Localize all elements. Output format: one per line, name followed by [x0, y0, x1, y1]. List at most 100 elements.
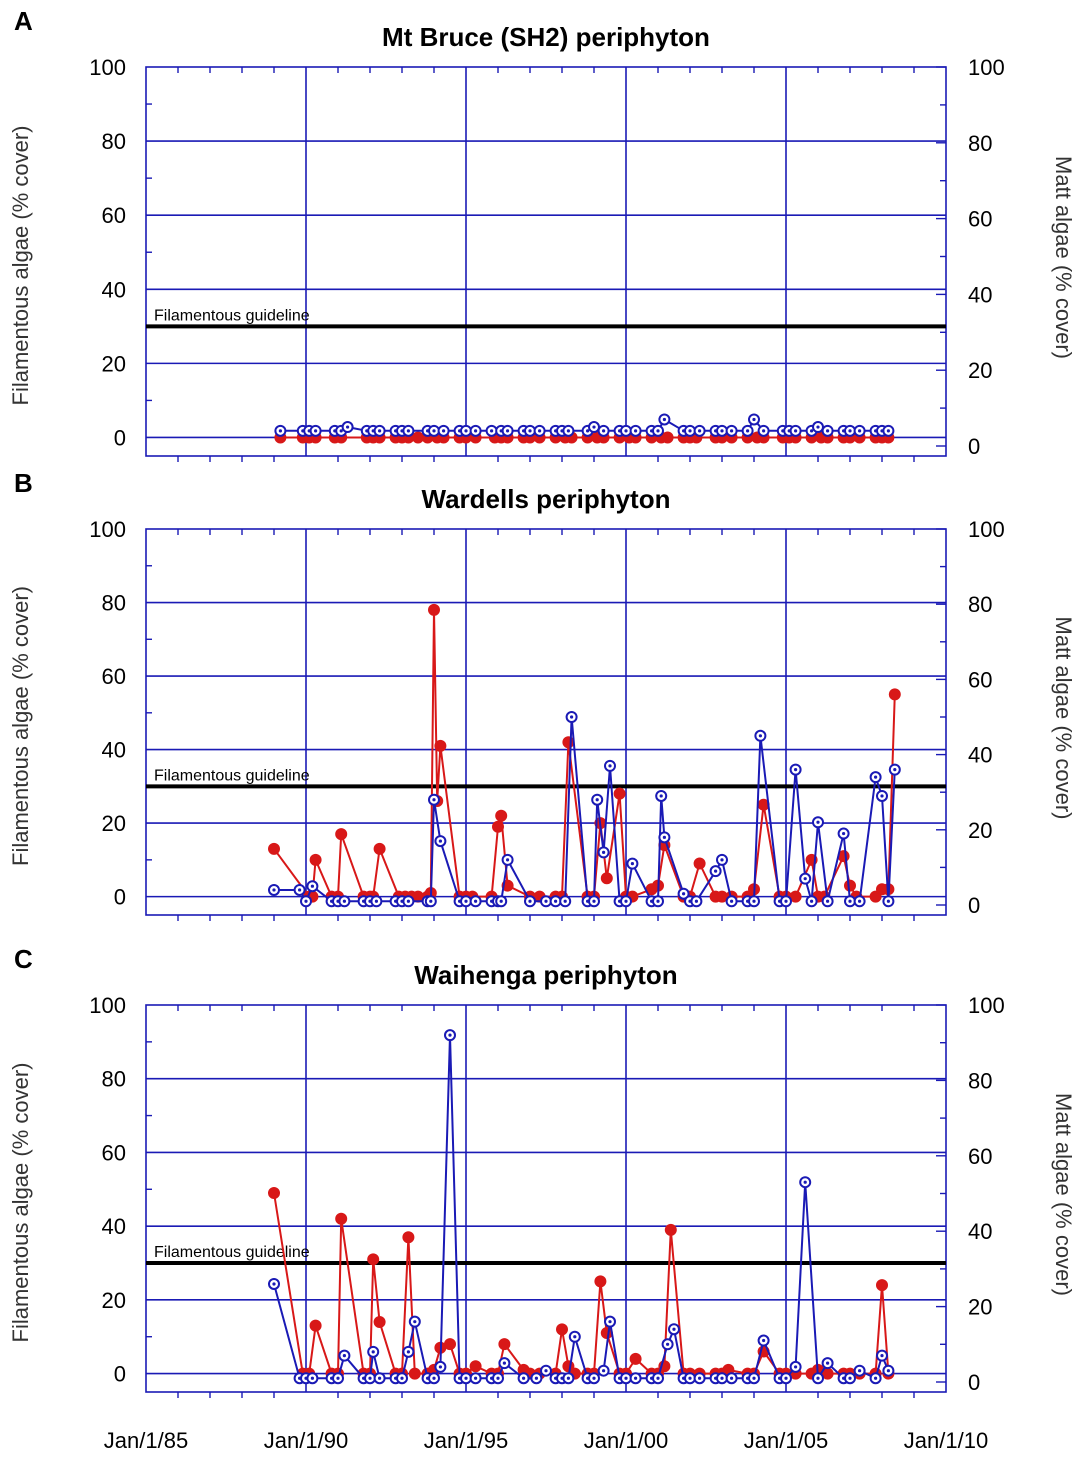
filamentous-point [600, 872, 613, 885]
chart-title: Mt Bruce (SH2) periphyton [382, 22, 710, 52]
y-right-tick-label: 20 [968, 1295, 992, 1320]
panel-letter: C [14, 944, 33, 974]
matt-point-center [432, 1376, 436, 1380]
matt-point-center [752, 899, 756, 903]
matt-point-center [413, 1320, 417, 1324]
matt-point-center [474, 1376, 478, 1380]
matt-point-center [310, 884, 314, 888]
filamentous-point [664, 1223, 677, 1236]
matt-point-center [342, 1354, 346, 1358]
matt-point-center [634, 429, 638, 433]
y-right-tick-label: 0 [968, 434, 980, 459]
matt-point-center [826, 429, 830, 433]
x-tick-label: Jan/1/90 [264, 1428, 348, 1453]
matt-point-center [429, 899, 433, 903]
matt-point-center [592, 425, 596, 429]
matt-point-center [784, 1376, 788, 1380]
filamentous-point [492, 820, 504, 833]
matt-point-center [886, 1369, 891, 1373]
matt-point-center [566, 429, 571, 433]
matt-point-center [602, 850, 606, 854]
matt-point-center [803, 1180, 807, 1184]
series-line [274, 716, 896, 904]
matt-point-center [794, 1365, 798, 1369]
matt-point-center [842, 831, 846, 836]
matt-point-center [688, 429, 692, 433]
y-right-tick-label: 20 [968, 358, 992, 383]
x-tick-label: Jan/1/10 [904, 1428, 988, 1453]
y-left-tick-label: 80 [102, 129, 126, 154]
filamentous-point [594, 1275, 607, 1288]
matt-point-center [602, 429, 606, 433]
matt-point-center [608, 1320, 612, 1324]
matt-point-center [720, 858, 724, 862]
matt-point-center [803, 877, 807, 881]
filamentous-point [309, 1319, 322, 1332]
matt-point-center [656, 1376, 660, 1380]
matt-point-center [474, 429, 478, 433]
matt-point-center [886, 899, 891, 903]
matt-point-center [432, 798, 436, 802]
matt-point-center [698, 429, 702, 433]
filamentous-point [268, 1186, 280, 1199]
y-left-tick-label: 60 [102, 203, 126, 228]
y-right-tick-label: 0 [968, 893, 980, 918]
matt-point-center [538, 429, 542, 433]
y-left-tick-label: 80 [102, 591, 126, 616]
matt-point-center [758, 734, 763, 738]
matt-point-center [624, 1376, 628, 1380]
matt-point-center [506, 858, 510, 862]
matt-point-center [278, 429, 282, 433]
matt-point-center [586, 429, 590, 433]
matt-point-center [624, 899, 628, 903]
matt-point-center [464, 429, 468, 433]
chart-panel-c: C Waihenga periphyton 0 20 40 60 80 100 0 20 40 60 8… [8, 944, 1076, 1398]
matt-point-center [496, 1376, 500, 1380]
filamentous-point [402, 1231, 415, 1244]
matt-point-center [378, 1376, 382, 1380]
matt-point-center [762, 429, 766, 433]
filamentous-point [444, 1338, 456, 1351]
y-left-tick-label: 100 [89, 517, 126, 542]
y-axis-label-left: Filamentous algae (% cover) [8, 586, 33, 866]
matt-point-center [848, 429, 852, 433]
matt-point-center [474, 899, 478, 903]
matt-point-center [406, 429, 410, 433]
matt-point-center [810, 899, 814, 903]
filamentous-point [335, 1212, 348, 1225]
chart-panel-b: B Wardells periphyton 0 20 40 60 80 100 0 20 40 60 8… [8, 468, 1076, 921]
y-left-tick-label: 40 [102, 277, 126, 302]
matt-point-center [272, 1282, 276, 1286]
filamentous-point [268, 842, 280, 855]
y-axis-label-left: Filamentous algae (% cover) [8, 125, 33, 405]
series-matt [274, 413, 895, 437]
matt-point-center [304, 899, 308, 903]
chart-title: Waihenga periphyton [414, 960, 677, 990]
y-right-tick-label: 60 [968, 207, 992, 232]
matt-point-center [662, 417, 667, 422]
matt-point-center [794, 768, 798, 772]
matt-point-center [784, 899, 788, 903]
y-left-tick-label: 40 [102, 1214, 126, 1239]
guideline-label: Filamentous guideline [154, 307, 310, 324]
matt-point-center [595, 798, 599, 802]
matt-point-center [570, 715, 574, 719]
matt-point-center [528, 899, 532, 903]
matt-point-center [432, 429, 436, 433]
matt-point-center [656, 899, 660, 903]
matt-point-center [826, 1361, 830, 1365]
guideline-label: Filamentous guideline [154, 767, 310, 784]
y-right-tick-label: 80 [968, 131, 992, 156]
matt-point-center [378, 429, 382, 433]
filamentous-point [876, 1279, 888, 1292]
y-left-tick-label: 60 [102, 664, 126, 689]
matt-point-center [858, 899, 862, 903]
y-right-tick-label: 80 [968, 592, 992, 617]
y-axis-label-right: Matt algae (% cover) [1051, 156, 1076, 359]
matt-point-center [554, 899, 558, 903]
matt-point-center [464, 899, 468, 903]
filamentous-point [373, 1315, 386, 1328]
matt-point-center [336, 1376, 340, 1380]
filamentous-point [613, 787, 626, 800]
filamentous-point [428, 603, 440, 616]
